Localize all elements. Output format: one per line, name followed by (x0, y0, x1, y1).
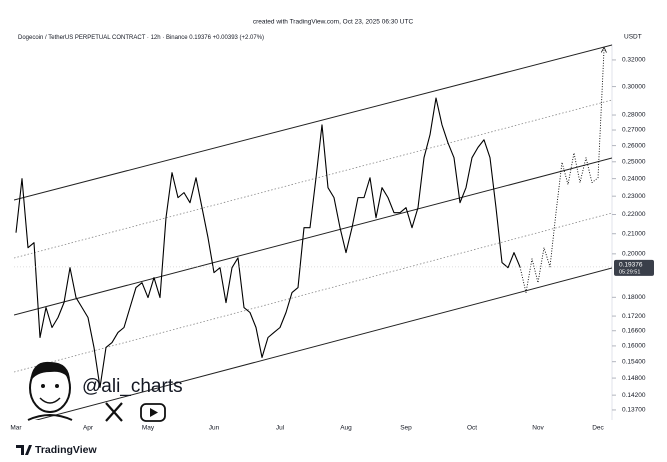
channel (14, 44, 612, 420)
x-tick-label: Jun (209, 425, 220, 432)
y-tick-label: 0.24000 (622, 175, 646, 182)
logo-text: TradingView (35, 444, 97, 456)
y-tick-label: 0.25000 (622, 159, 646, 166)
play-icon (140, 403, 166, 422)
y-tick-label: 0.20000 (622, 251, 646, 258)
x-tick-label: Dec (592, 425, 604, 432)
y-tick-label: 0.16600 (622, 327, 646, 334)
channel-quarter (14, 212, 612, 373)
symbol-header: Dogecoin / TetherUS PERPETUAL CONTRACT ·… (18, 35, 264, 41)
x-tick-label: Sep (400, 425, 412, 432)
y-tick-label: 0.14200 (622, 392, 646, 399)
x-tick-label: Oct (467, 425, 477, 432)
channel-mid (14, 157, 612, 316)
created-note: created with TradingView.com, Oct 23, 20… (253, 19, 414, 26)
x-tick-label: Apr (83, 425, 94, 432)
x-tick-label: Aug (340, 425, 352, 432)
watermark-handle: @ali_charts (82, 376, 183, 397)
countdown: 05:29:51 (619, 269, 640, 275)
y-tick-label: 0.17200 (622, 313, 646, 320)
x-tick-label: May (142, 425, 155, 432)
symbol: Dogecoin / TetherUS PERPETUAL CONTRACT ·… (18, 35, 188, 41)
y-tick-label: 0.22000 (622, 211, 646, 218)
channel-top (14, 44, 612, 201)
y-tick-label: 0.32000 (622, 57, 646, 64)
last-price-tag (614, 259, 654, 276)
x-tick-label: Jul (276, 425, 285, 432)
y-tick-label: 0.15400 (622, 358, 646, 365)
y-tick-label: 0.30000 (622, 83, 646, 90)
y-tick-label: 0.21000 (622, 230, 646, 237)
series-group (15, 50, 604, 388)
logo: TradingView (16, 444, 97, 456)
x-tick-label: Mar (10, 425, 22, 432)
y-tick-label: 0.27000 (622, 127, 646, 134)
header-change: +0.00393 (+2.07%) (213, 35, 264, 41)
y-tick-label: 0.28000 (622, 112, 646, 119)
watermark-face (27, 361, 73, 421)
y-tick-label: 0.26000 (622, 142, 646, 149)
y-tick-label: 0.14800 (622, 375, 646, 382)
channel-quarter (14, 99, 612, 259)
last-price-label: 0.19376 (619, 262, 643, 269)
y-tick-label: 0.18000 (622, 294, 646, 301)
x-icon (105, 402, 123, 422)
y-tick-label: 0.16000 (622, 343, 646, 350)
y-axis-label: USDT (624, 34, 642, 41)
y-tick-label: 0.13700 (622, 407, 646, 414)
channel-bottom (34, 267, 612, 420)
price-line (15, 97, 521, 388)
header-price: 0.19376 (189, 35, 211, 41)
x-tick-label: Nov (532, 425, 544, 432)
y-tick-label: 0.23000 (622, 193, 646, 200)
